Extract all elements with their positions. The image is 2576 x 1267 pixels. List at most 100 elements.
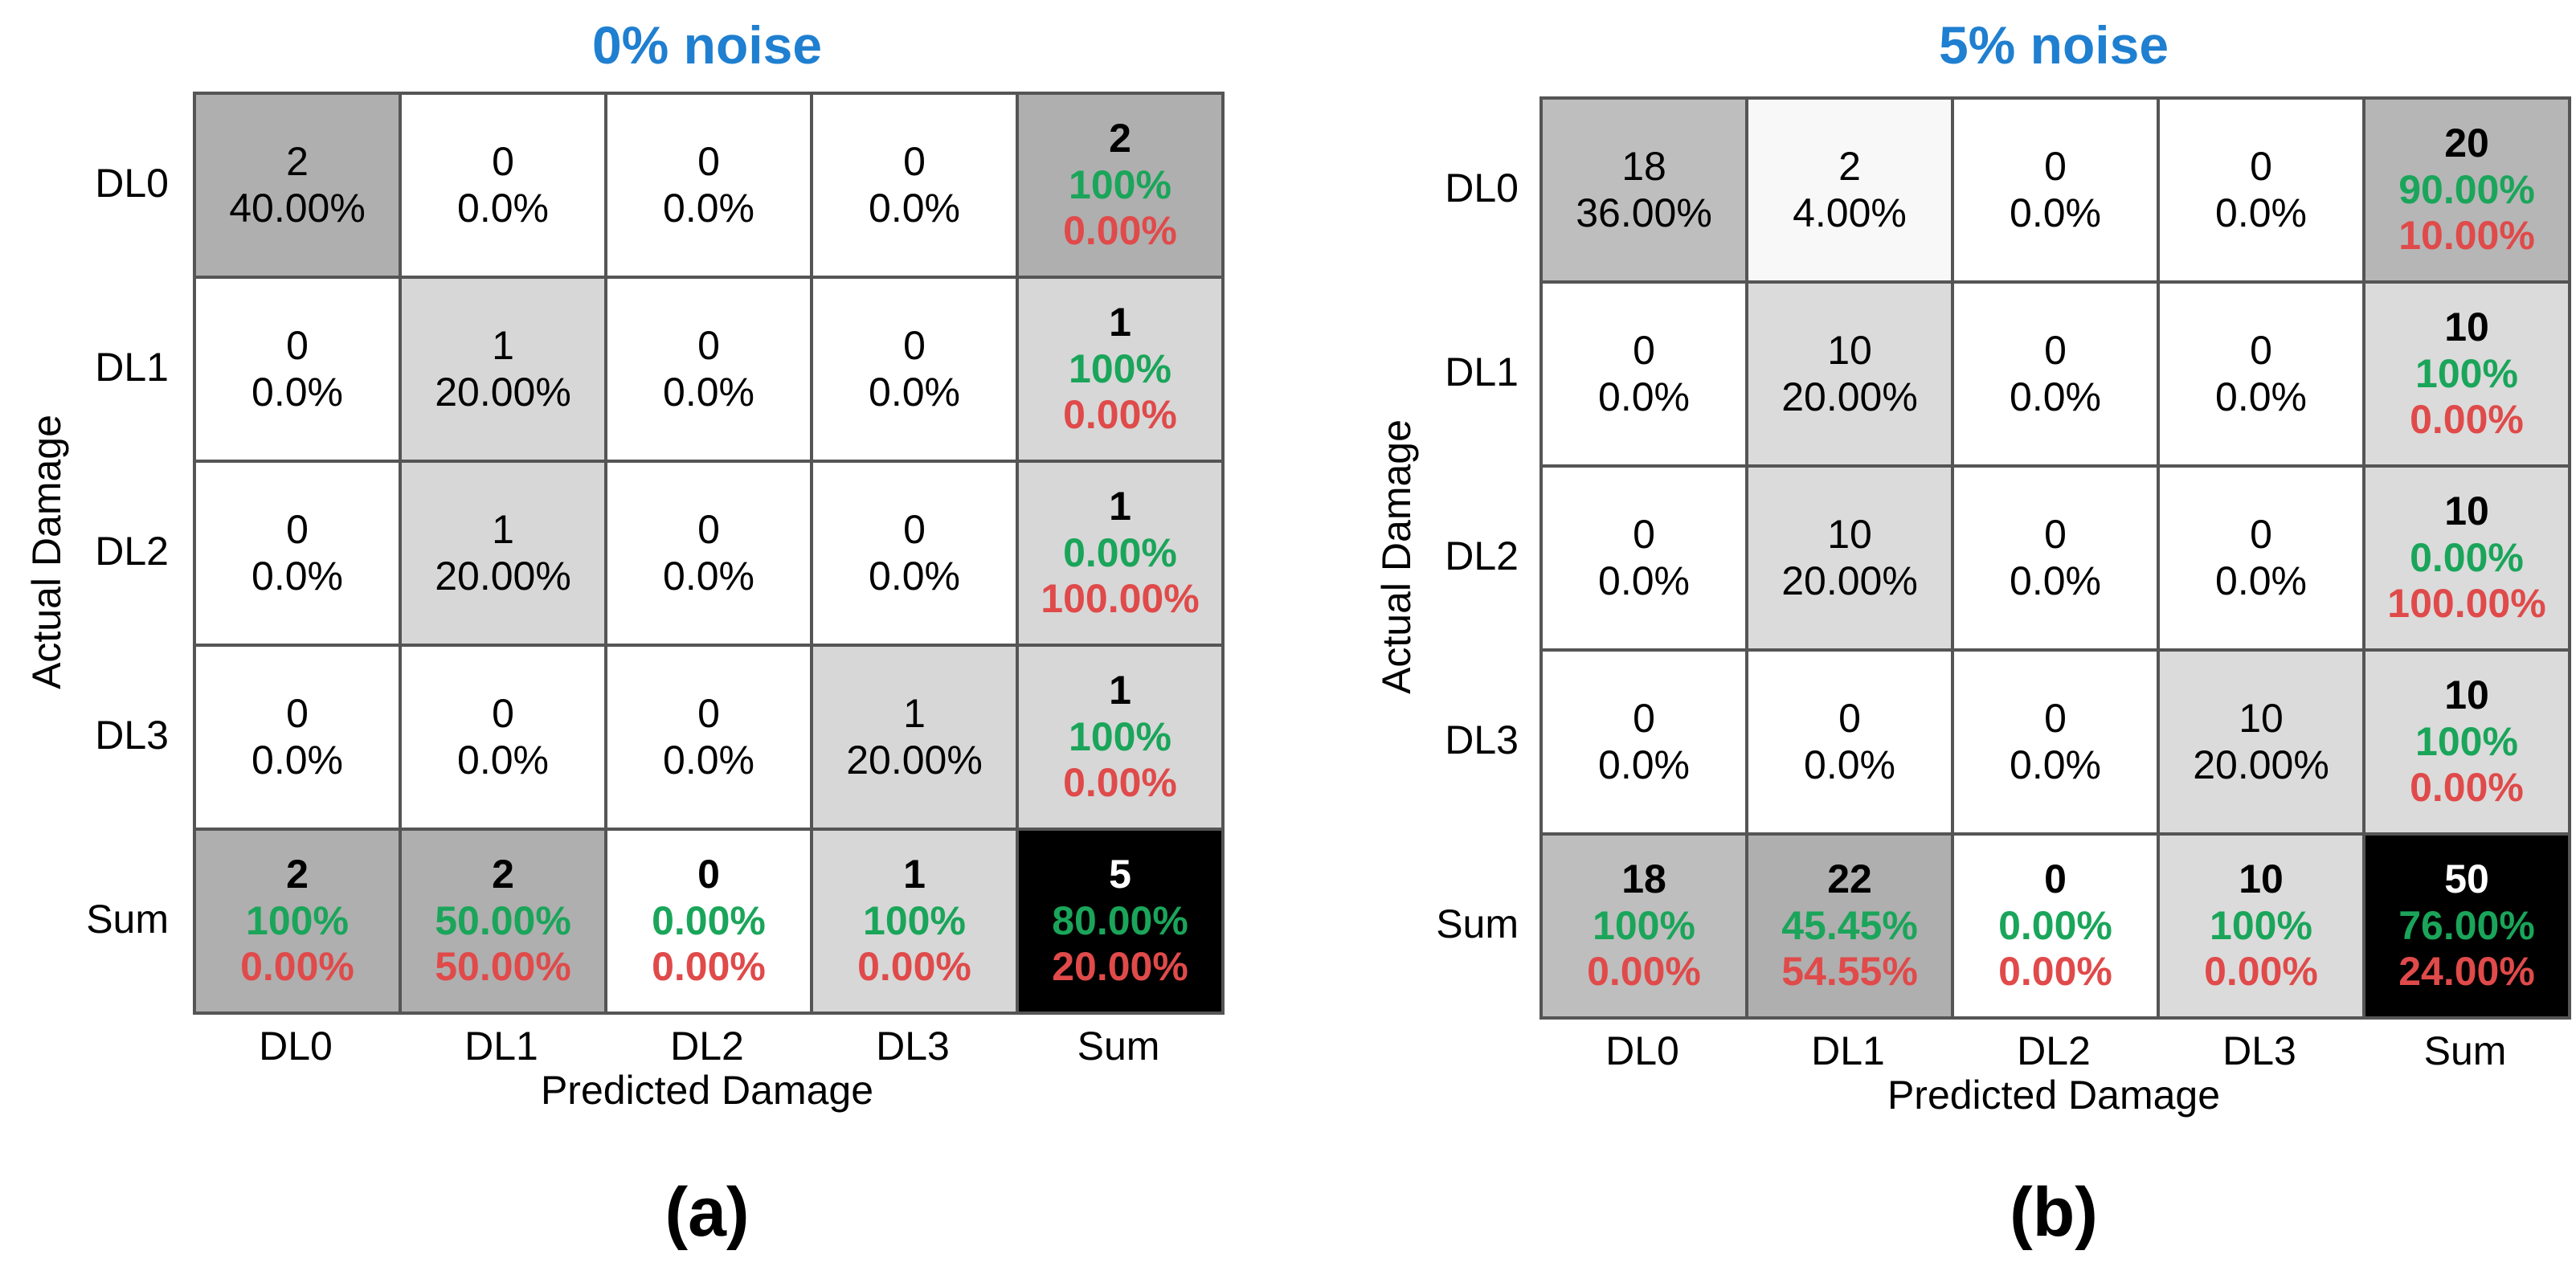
summary-correct-percent: 100% — [2415, 350, 2518, 396]
summary-cell: 1 0.00% 100.00% — [1017, 461, 1223, 645]
column-label: DL2 — [670, 1024, 744, 1069]
summary-error-percent: 0.00% — [652, 944, 766, 990]
cell-count: 0 — [1633, 696, 1655, 741]
summary-error-percent: 0.00% — [240, 944, 354, 990]
x-axis-label: Predicted Damage — [1887, 1073, 2221, 1118]
matrix-cell: 10 20.00% — [1747, 282, 1952, 466]
cell-percent: 20.00% — [2193, 742, 2329, 787]
summary-cell: 0 0.00% 0.00% — [1952, 834, 2158, 1018]
cell-percent: 0.0% — [1598, 374, 1690, 419]
cell-count: 18 — [1621, 144, 1666, 189]
summary-count: 2 — [492, 852, 514, 897]
summary-error-percent: 0.00% — [2410, 765, 2524, 811]
summary-error-percent: 50.00% — [435, 944, 571, 990]
cell-count: 10 — [2239, 696, 2284, 741]
matrix-cell: 10 20.00% — [2158, 650, 2364, 834]
summary-error-percent: 0.00% — [857, 944, 971, 990]
cell-percent: 0.0% — [663, 185, 754, 231]
summary-cell: 22 45.45% 54.55% — [1747, 834, 1952, 1018]
matrix-cell: 0 0.0% — [606, 277, 812, 461]
matrix-cell: 0 0.0% — [606, 645, 812, 829]
matrix-cell: 0 0.0% — [812, 93, 1017, 277]
summary-count: 22 — [1827, 856, 1872, 902]
cell-count: 0 — [492, 139, 514, 184]
cell-percent: 20.00% — [435, 553, 571, 599]
matrix-cell: 0 0.0% — [194, 461, 400, 645]
summary-correct-percent: 100% — [2210, 902, 2312, 948]
cell-percent: 0.0% — [869, 185, 960, 231]
matrix-cell: 0 0.0% — [812, 277, 1017, 461]
summary-correct-percent: 100% — [1069, 345, 1171, 391]
panel-b: 5% noise Actual Damage 18 36.00% 2 4.00% 0 0.… — [1350, 0, 2576, 1267]
cell-count: 0 — [286, 507, 309, 552]
summary-error-percent: 0.00% — [2410, 397, 2524, 443]
summary-count: 0 — [2044, 856, 2067, 902]
summary-correct-percent: 0.00% — [652, 897, 766, 943]
summary-error-percent: 0.00% — [2204, 949, 2318, 995]
confusion-matrix: 2 40.00% 0 0.0% 0 0.0% 0 0.0% 0 0.0% 1 20.00% 0 0.0% 0… — [193, 92, 1225, 1015]
summary-correct-percent: 0.00% — [1998, 902, 2112, 948]
cell-count: 0 — [2250, 512, 2272, 557]
summary-count: 18 — [1621, 856, 1666, 902]
cell-count: 0 — [1633, 328, 1655, 373]
cell-percent: 0.0% — [2215, 558, 2307, 603]
cell-percent: 0.0% — [869, 369, 960, 415]
y-axis-label: Actual Damage — [1374, 419, 1419, 694]
column-label: DL0 — [259, 1024, 333, 1069]
cell-percent: 0.0% — [2010, 558, 2101, 603]
cell-count: 0 — [903, 507, 926, 552]
matrix-cell: 0 0.0% — [2158, 98, 2364, 282]
row-label: DL3 — [95, 712, 169, 758]
confusion-matrix: 18 36.00% 2 4.00% 0 0.0% 0 0.0% 0 0.0% 10 20.00% 0 0.… — [1539, 96, 2571, 1020]
cell-percent: 20.00% — [846, 737, 983, 783]
cell-count: 0 — [697, 323, 720, 368]
matrix-cell: 10 20.00% — [1747, 466, 1952, 650]
column-label: DL2 — [2017, 1028, 2091, 1073]
summary-correct-percent: 100% — [246, 897, 349, 943]
summary-cell: 20 90.00% 10.00% — [2364, 98, 2570, 282]
cell-percent: 0.0% — [663, 369, 754, 415]
cell-count: 10 — [1827, 512, 1872, 557]
chart-title: 0% noise — [591, 15, 823, 75]
row-label: DL1 — [1445, 349, 1519, 394]
summary-correct-percent: 45.45% — [1781, 902, 1918, 948]
summary-cell: 10 0.00% 100.00% — [2364, 466, 2570, 650]
cell-count: 0 — [2044, 328, 2067, 373]
cell-percent: 0.0% — [869, 553, 960, 599]
matrix-cell: 0 0.0% — [1952, 282, 2158, 466]
cell-percent: 0.0% — [457, 737, 549, 783]
cell-count: 2 — [1838, 144, 1861, 189]
cell-percent: 0.0% — [663, 553, 754, 599]
matrix-cell: 0 0.0% — [194, 645, 400, 829]
chart-title: 5% noise — [1938, 15, 2169, 75]
matrix-cell: 0 0.0% — [1747, 650, 1952, 834]
cell-count: 0 — [697, 139, 720, 184]
summary-error-percent: 0.00% — [1998, 949, 2112, 995]
cell-count: 1 — [492, 507, 514, 552]
summary-error-percent: 0.00% — [1063, 392, 1177, 438]
cell-count: 0 — [903, 139, 926, 184]
cell-count: 0 — [697, 691, 720, 736]
row-label-sum: Sum — [1436, 901, 1519, 946]
summary-error-percent: 24.00% — [2398, 949, 2535, 995]
matrix-cell: 1 20.00% — [812, 645, 1017, 829]
summary-cell: 2 50.00% 50.00% — [400, 829, 606, 1013]
cell-count: 2 — [286, 139, 309, 184]
matrix-cell: 2 40.00% — [194, 93, 400, 277]
column-label: DL1 — [1811, 1028, 1885, 1073]
cell-count: 0 — [1633, 512, 1655, 557]
summary-count: 10 — [2444, 488, 2489, 534]
row-label: DL1 — [95, 344, 169, 390]
summary-count: 1 — [1109, 484, 1131, 529]
cell-percent: 0.0% — [1598, 742, 1690, 787]
summary-cell: 10 100% 0.00% — [2158, 834, 2364, 1018]
cell-percent: 36.00% — [1576, 190, 1712, 235]
summary-cell: 1 100% 0.00% — [1017, 645, 1223, 829]
cell-percent: 0.0% — [2010, 190, 2101, 235]
cell-count: 0 — [697, 507, 720, 552]
summary-cell: 2 100% 0.00% — [1017, 93, 1223, 277]
summary-cell: 18 100% 0.00% — [1541, 834, 1747, 1018]
y-axis-label: Actual Damage — [24, 414, 69, 689]
summary-correct-percent: 0.00% — [2410, 534, 2524, 580]
cell-count: 0 — [903, 323, 926, 368]
